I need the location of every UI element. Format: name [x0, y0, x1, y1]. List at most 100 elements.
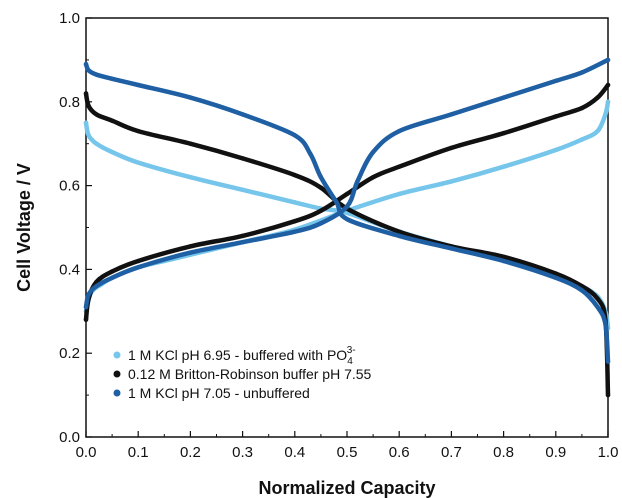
data-point — [553, 275, 558, 280]
data-point — [553, 271, 558, 276]
data-point — [553, 147, 558, 153]
x-tick-label: 0.2 — [180, 444, 201, 461]
data-point — [501, 131, 506, 136]
data-point — [240, 233, 245, 239]
data-point — [240, 156, 245, 161]
legend-marker — [113, 351, 121, 359]
data-point — [188, 244, 193, 249]
data-point — [136, 160, 141, 165]
data-point — [397, 229, 402, 234]
legend-marker — [113, 389, 121, 397]
data-point — [188, 250, 193, 255]
y-tick-label: 0.8 — [59, 94, 80, 111]
data-point — [605, 359, 611, 364]
data-point — [86, 292, 91, 297]
data-point — [83, 61, 89, 67]
data-point — [344, 191, 350, 197]
data-point — [292, 200, 297, 205]
data-point — [449, 246, 454, 251]
data-point — [188, 141, 193, 146]
data-point — [83, 91, 89, 96]
data-point — [370, 149, 376, 155]
data-point — [605, 82, 611, 88]
data-point — [501, 95, 506, 100]
data-point — [501, 258, 506, 264]
data-point — [109, 269, 115, 274]
data-point — [579, 70, 585, 75]
data-point — [344, 204, 350, 209]
data-point — [579, 288, 585, 293]
data-point — [308, 151, 313, 157]
x-tick-label: 0.9 — [545, 444, 566, 461]
y-axis-label: Cell Voltage / V — [14, 163, 34, 292]
legend-label: 1 M KCl pH 7.05 - unbuffered — [128, 385, 310, 401]
x-axis-label: Normalized Capacity — [258, 478, 435, 498]
y-tick-label: 0.0 — [59, 429, 80, 446]
data-point — [86, 68, 91, 73]
data-point — [553, 78, 558, 84]
data-point — [86, 133, 91, 138]
legend-marker — [113, 370, 121, 378]
data-point — [86, 103, 91, 109]
data-point — [334, 200, 339, 205]
data-point — [318, 175, 324, 180]
data-point — [605, 99, 611, 105]
data-point — [595, 95, 600, 100]
x-tick-label: 0.3 — [232, 444, 253, 461]
data-point — [397, 164, 402, 169]
data-point — [595, 296, 600, 301]
y-tick-label: 0.6 — [59, 178, 80, 195]
legend-label: 0.12 M Britton-Robinson buffer pH 7.55 — [128, 366, 372, 382]
data-point — [449, 145, 454, 151]
data-point — [595, 304, 600, 310]
data-point — [603, 321, 608, 327]
legend-label-main: 1 M KCl pH 6.95 - buffered with PO — [128, 347, 347, 363]
series-line-1-charge — [83, 82, 611, 322]
x-tick-label: 1.0 — [598, 444, 619, 461]
data-point — [83, 120, 89, 125]
legend-label: 1 M KCl pH 6.95 - buffered with PO43- — [128, 345, 356, 367]
data-point — [397, 128, 402, 134]
data-point — [318, 208, 324, 213]
data-point — [136, 82, 141, 88]
data-point — [109, 76, 115, 81]
data-point — [94, 283, 99, 289]
data-point — [83, 304, 89, 310]
data-point — [292, 229, 297, 234]
x-tick-label: 0.7 — [441, 444, 462, 461]
data-point — [501, 164, 506, 169]
legend-entry: 0.12 M Britton-Robinson buffer pH 7.55 — [113, 366, 372, 382]
data-point — [292, 219, 297, 224]
data-point — [318, 221, 324, 226]
data-point — [94, 112, 99, 117]
x-tick-label: 0.5 — [337, 444, 358, 461]
data-point — [109, 149, 115, 155]
data-point — [605, 57, 611, 63]
data-point — [553, 114, 558, 119]
data-point — [188, 175, 193, 180]
x-tick-label: 0.8 — [493, 444, 514, 461]
data-point — [94, 72, 99, 77]
legend-label-subscript: 4 — [347, 356, 353, 367]
data-point — [370, 175, 376, 180]
data-point — [344, 216, 350, 222]
y-tick-label: 0.2 — [59, 345, 80, 362]
data-point — [603, 112, 608, 117]
data-point — [355, 179, 360, 184]
data-point — [318, 185, 324, 190]
y-axis: 0.0 0.2 0.4 0.6 0.8 1.0 — [59, 10, 92, 446]
data-point — [449, 112, 454, 117]
data-point — [240, 112, 245, 117]
data-point — [292, 172, 297, 178]
x-tick-label: 0.1 — [128, 444, 149, 461]
data-point — [579, 137, 585, 142]
data-point — [83, 317, 89, 322]
legend-entry: 1 M KCl pH 7.05 - unbuffered — [113, 385, 310, 401]
data-point — [109, 118, 115, 123]
plot-area: 0.0 0.1 0.2 0.3 0.4 0.5 0.6 0.7 0.8 0.9 1.0 0.0 0.2… — [59, 10, 618, 461]
data-point — [397, 233, 402, 239]
data-point — [605, 392, 611, 398]
x-tick-label: 0.0 — [76, 444, 97, 461]
legend-label-superscript: 3- — [347, 345, 356, 356]
